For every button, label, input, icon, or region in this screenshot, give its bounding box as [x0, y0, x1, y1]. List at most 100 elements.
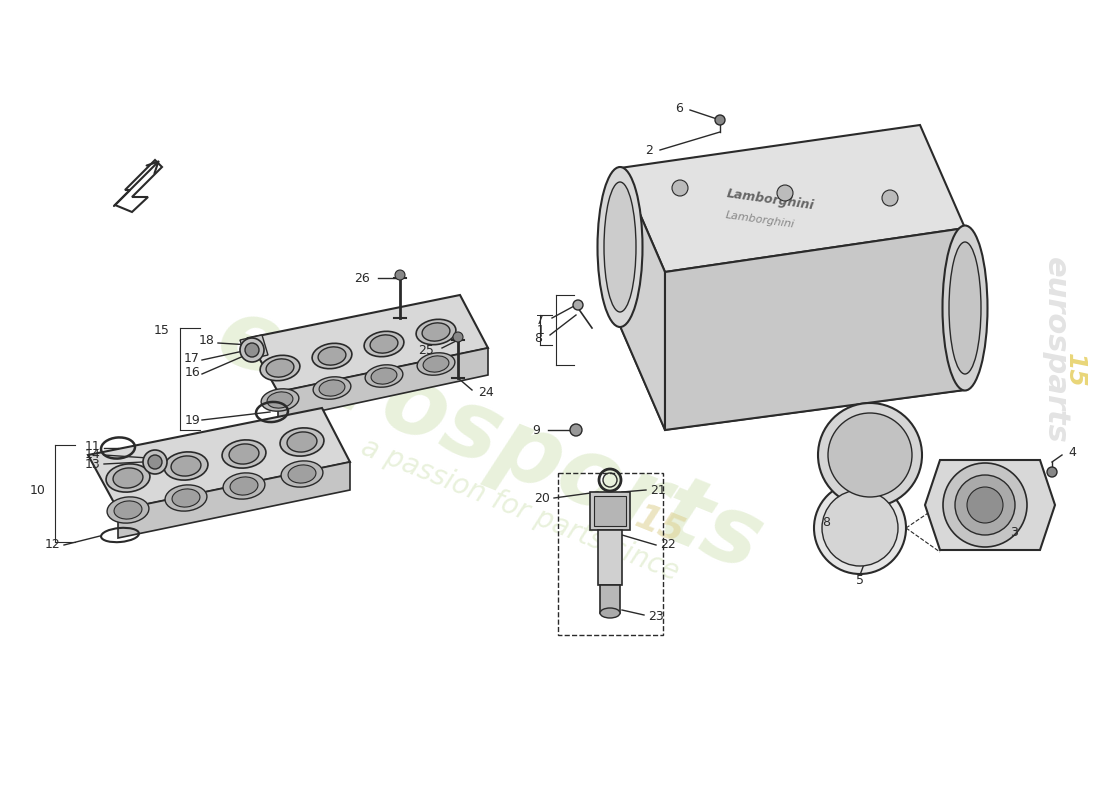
- Text: 12: 12: [44, 538, 60, 551]
- Bar: [558, 473, 663, 635]
- Text: 4: 4: [1068, 446, 1076, 459]
- Text: 18: 18: [199, 334, 214, 346]
- Ellipse shape: [949, 242, 981, 374]
- Ellipse shape: [314, 377, 351, 399]
- Circle shape: [148, 455, 162, 469]
- Text: a passion for parts since: a passion for parts since: [358, 434, 683, 586]
- Circle shape: [943, 463, 1027, 547]
- Circle shape: [822, 490, 898, 566]
- Ellipse shape: [943, 226, 988, 390]
- Ellipse shape: [312, 343, 352, 369]
- Polygon shape: [620, 168, 666, 430]
- Circle shape: [573, 300, 583, 310]
- Text: 17: 17: [184, 351, 200, 365]
- Text: 7: 7: [536, 314, 544, 326]
- Ellipse shape: [107, 497, 148, 523]
- Ellipse shape: [230, 477, 258, 495]
- Circle shape: [955, 475, 1015, 535]
- Ellipse shape: [282, 461, 323, 487]
- Ellipse shape: [319, 380, 345, 396]
- Text: 8: 8: [822, 515, 830, 529]
- Circle shape: [828, 413, 912, 497]
- Circle shape: [143, 450, 167, 474]
- Text: 13: 13: [85, 458, 100, 471]
- Circle shape: [882, 190, 898, 206]
- Ellipse shape: [267, 392, 293, 408]
- Ellipse shape: [266, 359, 294, 377]
- Circle shape: [967, 487, 1003, 523]
- Text: 8: 8: [534, 331, 542, 345]
- Ellipse shape: [364, 331, 404, 357]
- Circle shape: [715, 115, 725, 125]
- Ellipse shape: [172, 489, 200, 507]
- Text: 20: 20: [535, 491, 550, 505]
- Circle shape: [395, 270, 405, 280]
- Text: 5: 5: [856, 574, 864, 586]
- Text: eurosports: eurosports: [205, 289, 775, 591]
- Polygon shape: [620, 290, 965, 430]
- Polygon shape: [240, 335, 268, 360]
- Text: 10: 10: [30, 483, 46, 497]
- Polygon shape: [88, 408, 350, 510]
- Text: 14: 14: [85, 449, 100, 462]
- Polygon shape: [620, 125, 965, 272]
- Text: 22: 22: [660, 538, 675, 551]
- Bar: [598, 530, 622, 585]
- Circle shape: [818, 403, 922, 507]
- Ellipse shape: [229, 444, 258, 464]
- Circle shape: [1047, 467, 1057, 477]
- Text: 11: 11: [85, 441, 100, 454]
- Ellipse shape: [365, 365, 403, 387]
- Text: 15: 15: [1063, 353, 1087, 387]
- Ellipse shape: [604, 182, 636, 312]
- Ellipse shape: [422, 323, 450, 341]
- Text: 21: 21: [650, 483, 666, 497]
- Ellipse shape: [424, 356, 449, 372]
- Text: 3: 3: [1010, 526, 1018, 539]
- Polygon shape: [925, 460, 1055, 550]
- Ellipse shape: [260, 355, 300, 381]
- Circle shape: [240, 338, 264, 362]
- Ellipse shape: [113, 468, 143, 488]
- Ellipse shape: [371, 368, 397, 384]
- Text: 1: 1: [537, 323, 544, 337]
- Circle shape: [453, 332, 463, 342]
- Ellipse shape: [223, 473, 265, 499]
- Ellipse shape: [370, 335, 398, 353]
- Text: 19: 19: [185, 414, 200, 426]
- Bar: [590, 492, 630, 530]
- Text: 15: 15: [630, 500, 690, 550]
- Circle shape: [245, 343, 258, 357]
- Ellipse shape: [600, 608, 620, 618]
- Polygon shape: [666, 228, 965, 430]
- Bar: [600, 585, 620, 613]
- Ellipse shape: [170, 456, 201, 476]
- Ellipse shape: [164, 452, 208, 480]
- Text: 6: 6: [675, 102, 683, 114]
- Ellipse shape: [165, 485, 207, 511]
- Polygon shape: [118, 462, 350, 538]
- Text: 9: 9: [532, 423, 540, 437]
- Text: 24: 24: [478, 386, 494, 398]
- Text: 15: 15: [154, 323, 170, 337]
- Text: 26: 26: [354, 271, 370, 285]
- Circle shape: [570, 424, 582, 436]
- Ellipse shape: [287, 432, 317, 452]
- Ellipse shape: [280, 428, 323, 456]
- Bar: [594, 496, 626, 526]
- Text: 2: 2: [645, 143, 653, 157]
- Circle shape: [777, 185, 793, 201]
- Ellipse shape: [597, 167, 642, 327]
- Text: 25: 25: [418, 343, 434, 357]
- Ellipse shape: [416, 319, 455, 345]
- Text: 16: 16: [185, 366, 200, 378]
- Text: eurosparts: eurosparts: [1041, 257, 1069, 443]
- Ellipse shape: [222, 440, 266, 468]
- Ellipse shape: [261, 389, 299, 411]
- Text: Lamborghini: Lamborghini: [725, 210, 795, 230]
- Polygon shape: [248, 295, 488, 392]
- Ellipse shape: [106, 464, 150, 492]
- Text: Lamborghini: Lamborghini: [725, 187, 815, 213]
- Text: 23: 23: [648, 610, 663, 622]
- Circle shape: [672, 180, 688, 196]
